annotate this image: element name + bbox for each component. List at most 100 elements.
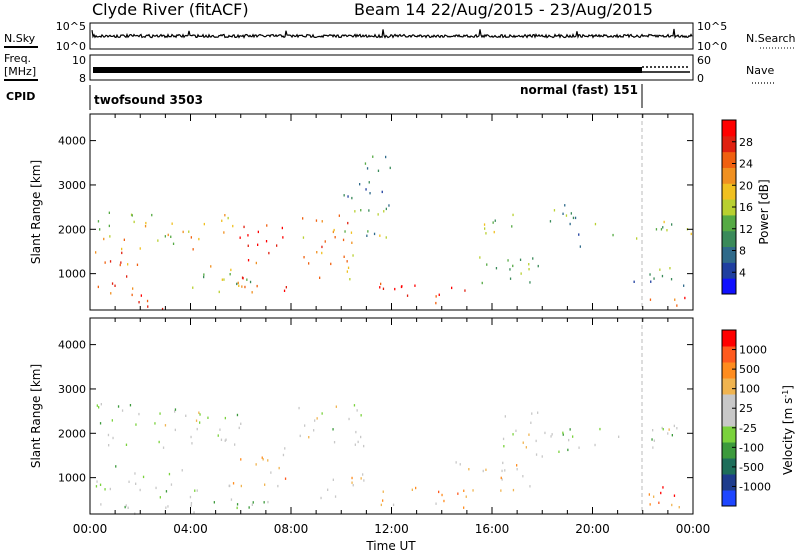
power-cell (388, 204, 390, 207)
velocity-cell (500, 476, 502, 480)
power-cell (512, 213, 514, 217)
power-cell (192, 286, 194, 289)
velocity-cell (236, 503, 239, 506)
power-cell (249, 280, 252, 284)
freq-tick-bottom: 8 (79, 72, 86, 85)
power-cell (164, 235, 166, 238)
velocity-cell (124, 505, 126, 509)
colorbar-swatch (722, 458, 736, 475)
power-cell (114, 284, 116, 287)
velocity-cell (512, 488, 515, 492)
station-title: Clyde River (fitACF) (92, 0, 249, 19)
velocity-cell (264, 483, 266, 486)
power-cell (572, 216, 575, 220)
y-tick-label: 3000 (58, 383, 86, 396)
power-cell (302, 236, 305, 239)
power-colorbar: 4 8 12 16 20 24 28 (721, 119, 753, 295)
power-cell (257, 230, 259, 234)
power-cell (569, 222, 571, 226)
velocity-cell (671, 503, 673, 507)
power-cell (507, 259, 509, 262)
velocity-cell (618, 435, 620, 438)
velocity-cell (360, 477, 362, 480)
velocity-cell (667, 432, 669, 435)
velocity-cell (362, 473, 364, 476)
power-cell (519, 258, 522, 261)
colorbar-tick-label: -1000 (739, 480, 771, 493)
colorbar-swatch (722, 230, 736, 248)
power-cell (203, 273, 205, 276)
colorbar-tick-label: 8 (739, 245, 746, 258)
power-cell (494, 219, 496, 222)
y-tick-label: 4000 (58, 339, 86, 352)
velocity-cell (351, 481, 353, 484)
velocity-cell (196, 427, 198, 431)
power-cell (655, 228, 658, 231)
colorbar-tick-label: 24 (739, 158, 753, 171)
colorbar-swatch (722, 120, 736, 137)
power-cell (243, 225, 245, 229)
colorbar-swatch (722, 426, 736, 443)
power-cell (132, 287, 134, 290)
power-cell (111, 282, 114, 285)
power-cell (120, 261, 122, 264)
velocity-cell (578, 446, 580, 449)
velocity-cell (558, 450, 560, 453)
colorbar-swatch (722, 474, 736, 491)
power-cell (666, 229, 668, 232)
velocity-cell (468, 468, 470, 471)
power-cell (579, 245, 581, 248)
power-cell (612, 233, 614, 237)
colorbar-tick-label: 28 (739, 136, 753, 149)
y-tick-label: 3000 (58, 179, 86, 192)
power-cell (104, 261, 106, 264)
power-cell (347, 266, 350, 269)
colorbar-swatch (722, 167, 736, 184)
power-cell (334, 236, 336, 239)
y-tick-label: 4000 (58, 135, 86, 148)
velocity-cell (327, 488, 329, 491)
power-cell (350, 231, 353, 234)
power-cell (221, 278, 223, 281)
power-cell (520, 272, 522, 275)
power-cell (246, 278, 248, 281)
velocity-cell (174, 408, 177, 411)
power-cell (401, 285, 403, 288)
power-cell (266, 224, 268, 227)
y-tick-label: 2000 (58, 427, 86, 440)
velocity-cell (569, 428, 571, 431)
colorbar-tick-label: -500 (739, 461, 764, 474)
power-cell (131, 293, 133, 297)
colorbar-swatch (722, 330, 736, 347)
velocity-cell (278, 466, 280, 470)
power-cell (157, 239, 159, 242)
power-cell (352, 254, 354, 257)
power-cell (484, 227, 486, 230)
velocity-cell (261, 456, 263, 459)
power-cell (349, 278, 351, 281)
velocity-cell (100, 403, 102, 406)
power-cell (653, 277, 655, 280)
power-cell (377, 169, 380, 172)
nsky-tick-top: 10^5 (56, 20, 86, 33)
velocity-cell (193, 511, 195, 514)
power-cell (578, 233, 580, 236)
velocity-cell (352, 484, 354, 487)
power-cell (321, 220, 323, 223)
velocity-cell (528, 433, 530, 436)
power-cell (161, 307, 164, 311)
velocity-cell (117, 405, 120, 408)
power-cell (367, 230, 369, 233)
power-cell (241, 276, 244, 279)
power-cell (344, 230, 346, 233)
power-cell (303, 256, 305, 259)
power-cell (223, 231, 225, 234)
power-cell (251, 291, 253, 294)
power-cell (360, 209, 362, 212)
velocity-cell (224, 439, 226, 442)
velocity-cell (240, 458, 242, 461)
power-cell (565, 214, 568, 217)
power-cell (255, 261, 257, 265)
velocity-cell (459, 463, 461, 466)
power-cell (147, 305, 149, 308)
